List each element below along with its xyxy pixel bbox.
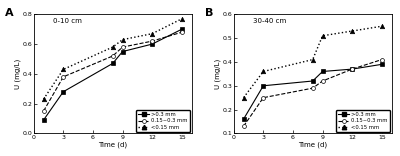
Legend: >0.3 mm, 0.15~0.3 mm, <0.15 mm: >0.3 mm, 0.15~0.3 mm, <0.15 mm (336, 110, 390, 132)
X-axis label: Time (d): Time (d) (98, 141, 127, 148)
Text: 0-10 cm: 0-10 cm (53, 18, 82, 24)
Legend: >0.3 mm, 0.15~0.3 mm, <0.15 mm: >0.3 mm, 0.15~0.3 mm, <0.15 mm (136, 110, 190, 132)
X-axis label: Time (d): Time (d) (298, 141, 327, 148)
Y-axis label: U (mg/L): U (mg/L) (14, 59, 21, 89)
Text: 30-40 cm: 30-40 cm (253, 18, 286, 24)
Y-axis label: U (mg/L): U (mg/L) (214, 59, 221, 89)
Text: A: A (5, 8, 14, 18)
Text: B: B (205, 8, 214, 18)
